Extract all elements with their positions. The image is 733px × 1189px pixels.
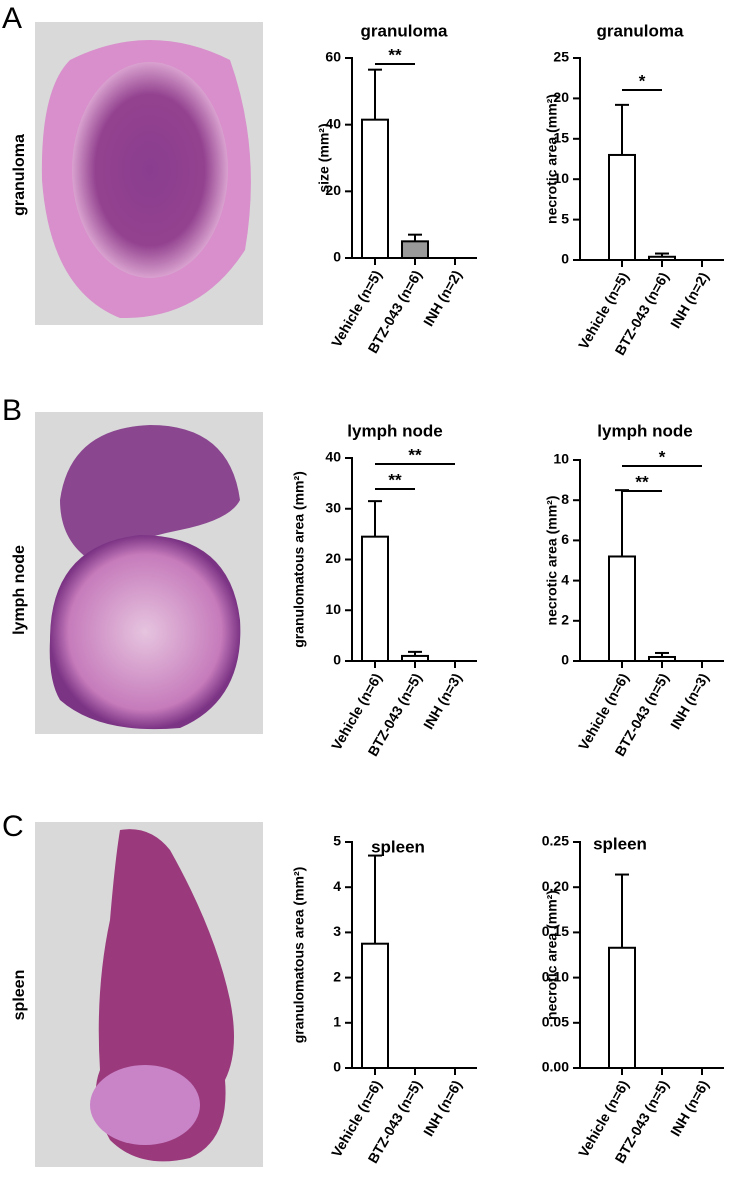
significance-label: * xyxy=(639,71,646,90)
row-label: granuloma xyxy=(11,134,28,216)
y-tick-label: 40 xyxy=(325,115,341,131)
x-tick-label: INH (n=2) xyxy=(420,267,465,329)
y-tick-label: 0 xyxy=(333,652,341,668)
significance-label: ** xyxy=(635,472,649,491)
bar xyxy=(401,654,429,662)
y-tick-label: 0 xyxy=(561,652,569,668)
y-axis-label: necrotic area (mm²) xyxy=(544,496,560,626)
y-tick-label: 0.00 xyxy=(542,1059,569,1075)
y-tick-label: 0.10 xyxy=(542,968,569,984)
y-tick-label: 4 xyxy=(561,571,569,587)
x-tick-label: INH (n=3) xyxy=(667,670,712,732)
bar xyxy=(361,118,389,259)
y-tick-label: 20 xyxy=(553,89,569,105)
chart-title: lymph node xyxy=(347,421,442,440)
y-tick-label: 0 xyxy=(561,251,569,267)
panel-letter: B xyxy=(2,394,22,427)
y-tick-label: 0.15 xyxy=(542,923,569,939)
significance-label: ** xyxy=(388,470,402,489)
bar xyxy=(648,255,676,262)
y-tick-label: 1 xyxy=(333,1014,341,1030)
y-tick-label: 8 xyxy=(561,491,569,507)
y-tick-label: 20 xyxy=(325,550,341,566)
bar xyxy=(361,535,389,662)
y-tick-label: 3 xyxy=(333,923,341,939)
significance-label: ** xyxy=(388,45,402,64)
bar xyxy=(361,942,389,1070)
y-tick-label: 10 xyxy=(553,451,569,467)
panel-letter: A xyxy=(2,2,22,35)
bar xyxy=(608,153,636,262)
x-tick-label: INH (n=3) xyxy=(420,670,465,732)
y-tick-label: 6 xyxy=(561,531,569,547)
significance-label: ** xyxy=(408,445,422,464)
chart-title: spleen xyxy=(371,837,425,856)
chart-title: granuloma xyxy=(361,21,448,40)
y-tick-label: 0 xyxy=(333,1059,341,1075)
y-tick-label: 5 xyxy=(561,210,569,226)
row-label: spleen xyxy=(11,970,28,1021)
y-tick-label: 5 xyxy=(333,833,341,849)
y-tick-label: 15 xyxy=(553,130,569,146)
y-tick-label: 60 xyxy=(325,49,341,65)
chart-title: granuloma xyxy=(597,21,684,40)
y-tick-label: 40 xyxy=(325,449,341,465)
bar xyxy=(608,946,636,1070)
panel-letter: C xyxy=(2,810,24,843)
y-tick-label: 10 xyxy=(325,601,341,617)
y-tick-label: 0.20 xyxy=(542,878,569,894)
x-tick-label: INH (n=2) xyxy=(667,269,712,331)
y-tick-label: 4 xyxy=(333,878,341,894)
y-tick-label: 20 xyxy=(325,182,341,198)
histology-b xyxy=(35,412,263,734)
chart-title: lymph node xyxy=(597,421,692,440)
bar xyxy=(401,240,429,259)
row-label: lymph node xyxy=(11,545,28,635)
chart-title: spleen xyxy=(593,834,647,853)
bar xyxy=(608,555,636,662)
y-axis-label: necrotic area (mm²) xyxy=(544,890,560,1020)
y-axis-label: size (mm²) xyxy=(316,123,332,192)
y-tick-label: 0.25 xyxy=(542,833,569,849)
y-tick-label: 2 xyxy=(561,612,569,628)
y-axis-label: granulomatous area (mm²) xyxy=(291,471,307,648)
y-tick-label: 0 xyxy=(333,249,341,265)
bar xyxy=(648,655,676,662)
y-tick-label: 25 xyxy=(553,49,569,65)
y-tick-label: 10 xyxy=(553,170,569,186)
y-tick-label: 30 xyxy=(325,499,341,515)
y-tick-label: 2 xyxy=(333,968,341,984)
histology-c xyxy=(35,822,263,1167)
y-tick-label: 0.05 xyxy=(542,1014,569,1030)
x-tick-label: INH (n=6) xyxy=(420,1077,465,1139)
significance-label: * xyxy=(659,447,666,466)
y-axis-label: granulomatous area (mm²) xyxy=(291,867,307,1044)
histology-a xyxy=(35,22,263,325)
y-axis-label: necrotic area (mm²) xyxy=(544,94,560,224)
x-tick-label: INH (n=6) xyxy=(667,1077,712,1139)
